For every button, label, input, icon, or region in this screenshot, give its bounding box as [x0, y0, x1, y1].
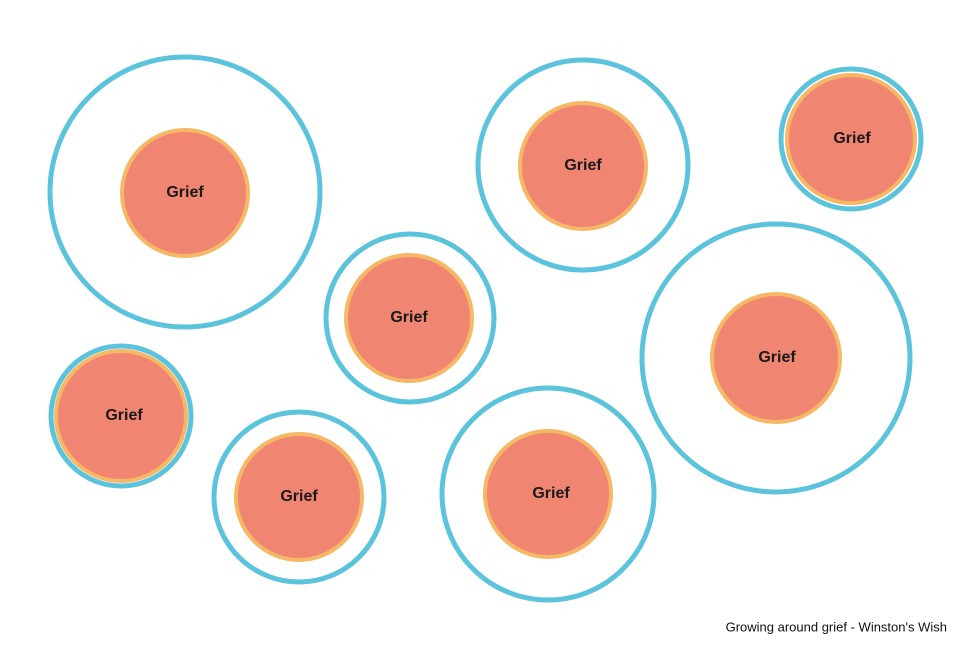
outer-ring — [439, 385, 657, 603]
caption: Growing around grief - Winston's Wish — [726, 619, 947, 634]
outer-ring — [47, 54, 323, 330]
grief-circle: Grief — [475, 57, 691, 273]
grief-disc — [785, 73, 917, 205]
outer-ring — [211, 409, 387, 585]
grief-disc — [483, 429, 613, 559]
grief-disc — [120, 128, 250, 258]
node-label: Grief — [166, 184, 204, 201]
grief-disc — [234, 432, 364, 562]
grief-circle: Grief — [439, 385, 657, 603]
grief-disc — [54, 349, 188, 483]
grief-circle: Grief — [323, 231, 497, 405]
outer-ring — [639, 221, 913, 495]
outer-ring — [778, 66, 924, 212]
node-label: Grief — [532, 485, 570, 502]
node-label: Grief — [833, 130, 871, 147]
grief-disc — [518, 101, 648, 231]
node-label: Grief — [390, 309, 428, 326]
outer-ring — [323, 231, 497, 405]
grief-circle: Grief — [211, 409, 387, 585]
node-label: Grief — [758, 349, 796, 366]
outer-ring — [475, 57, 691, 273]
grief-circle: Grief — [47, 54, 323, 330]
grief-circle: Grief — [778, 66, 924, 212]
grief-circle: Grief — [48, 343, 194, 489]
outer-ring — [48, 343, 194, 489]
grief-disc — [344, 253, 474, 383]
grief-disc — [710, 292, 842, 424]
node-label: Grief — [105, 407, 143, 424]
node-label: Grief — [564, 157, 602, 174]
grief-circle: Grief — [639, 221, 913, 495]
node-label: Grief — [280, 488, 318, 505]
